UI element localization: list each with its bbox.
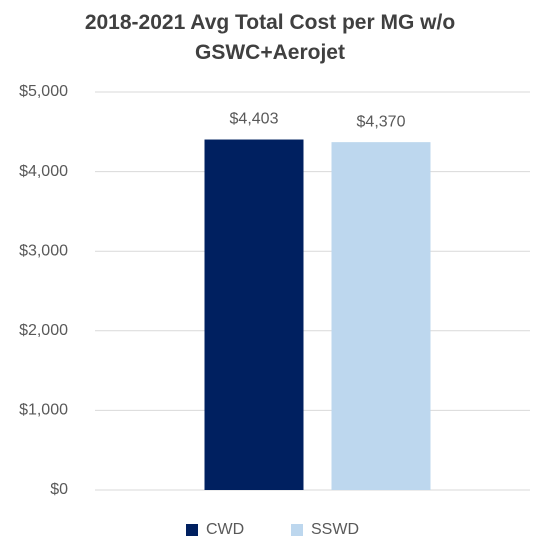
- bar: [331, 142, 431, 490]
- legend-swatch: [291, 524, 303, 536]
- y-tick-label: $2,000: [19, 322, 68, 339]
- data-label: $4,370: [357, 113, 406, 130]
- legend-label: CWD: [206, 521, 244, 538]
- bar: [204, 139, 304, 491]
- y-tick-label: $0: [50, 481, 68, 498]
- y-tick-label: $1,000: [19, 402, 68, 419]
- y-tick-label: $3,000: [19, 242, 68, 259]
- y-tick-label: $4,000: [19, 163, 68, 180]
- legend-swatch: [186, 524, 198, 536]
- y-tick-label: $5,000: [19, 83, 68, 100]
- chart-title: 2018-2021 Avg Total Cost per MG w/o GSWC…: [84, 11, 456, 64]
- data-label: $4,403: [230, 111, 279, 128]
- legend-label: SSWD: [311, 521, 359, 538]
